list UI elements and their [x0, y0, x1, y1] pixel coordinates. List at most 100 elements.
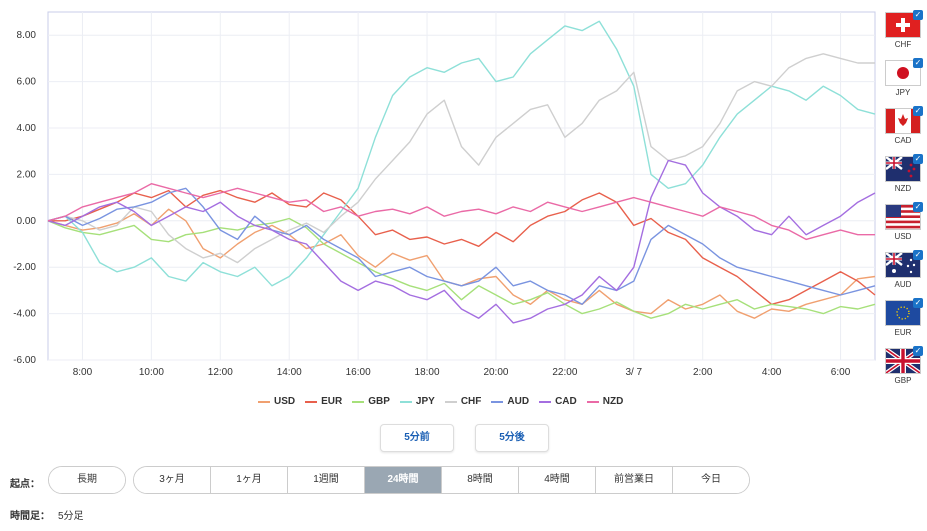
- y-tick-label: 2.00: [17, 169, 37, 180]
- series-line-aud: [47, 187, 876, 305]
- checkbox-checked-icon[interactable]: ✓: [913, 106, 923, 116]
- currency-code-label: EUR: [894, 328, 912, 337]
- legend-item-usd[interactable]: USD: [258, 396, 295, 407]
- line-chart: 8.00 6.00 4.00 2.00 0.00 -2.00 -4.00 -6.00 8:00…: [13, 11, 876, 378]
- currency-code-label: USD: [894, 232, 912, 241]
- legend-label: NZD: [602, 396, 624, 407]
- legend-label: CAD: [555, 396, 577, 407]
- checkbox-checked-icon[interactable]: ✓: [913, 154, 923, 164]
- x-tick-label: 8:00: [73, 367, 93, 378]
- period-button-6[interactable]: 前営業日: [596, 467, 673, 493]
- legend-item-chf[interactable]: CHF: [444, 396, 482, 407]
- eu-flag-icon: [885, 300, 921, 326]
- legend-swatch: [399, 400, 412, 403]
- x-tick-label: 6:00: [831, 367, 851, 378]
- y-tick-label: -4.00: [13, 309, 36, 320]
- series-line-nzd: [47, 182, 875, 241]
- x-tick-label: 4:00: [762, 367, 782, 378]
- period-group: 3ヶ月 1ヶ月 1週間 24時間 8時間 4時間 前営業日 今日: [133, 466, 750, 494]
- currency-code-label: AUD: [894, 280, 912, 289]
- x-axis: 8:00 10:00 12:00 14:00 16:00 18:00 20:00 22:00 3…: [73, 367, 851, 378]
- period-button-7[interactable]: 今日: [673, 467, 749, 493]
- period-button-5[interactable]: 4時間: [519, 467, 596, 493]
- series-line-jpy: [47, 20, 876, 287]
- series-line-cad: [47, 159, 876, 324]
- period-group-long: 長期: [48, 466, 126, 494]
- new-zealand-flag-icon: [885, 156, 921, 182]
- y-tick-label: -2.00: [13, 262, 36, 273]
- legend-swatch: [305, 400, 318, 403]
- prev-5min-button[interactable]: 5分前: [380, 424, 454, 452]
- currency-code-label: JPY: [895, 88, 911, 97]
- legend-label: EUR: [321, 396, 343, 407]
- y-tick-label: 8.00: [17, 30, 37, 41]
- period-button-4[interactable]: 8時間: [442, 467, 519, 493]
- legend-label: USD: [274, 396, 296, 407]
- y-tick-label: -6.00: [13, 355, 36, 366]
- timeframe-value: 5分足: [58, 511, 84, 522]
- legend-swatch: [491, 400, 504, 403]
- currency-toggle-aud[interactable]: ✓ AUD: [883, 250, 923, 296]
- legend-label: AUD: [507, 396, 530, 407]
- legend-swatch: [444, 400, 457, 403]
- currency-toggle-chf[interactable]: ✓ CHF: [883, 10, 923, 56]
- y-tick-label: 0.00: [17, 216, 37, 227]
- legend-item-gbp[interactable]: GBP: [352, 396, 390, 407]
- checkbox-checked-icon[interactable]: ✓: [913, 202, 923, 212]
- chart-series: [47, 20, 876, 324]
- legend-label: JPY: [415, 396, 435, 407]
- period-button-3[interactable]: 24時間: [365, 467, 442, 493]
- currency-code-label: CHF: [894, 40, 912, 49]
- checkbox-checked-icon[interactable]: ✓: [913, 298, 923, 308]
- x-tick-label: 10:00: [139, 367, 164, 378]
- legend-swatch: [352, 400, 365, 403]
- origin-label: 起点：: [10, 479, 40, 490]
- period-button-2[interactable]: 1週間: [288, 467, 365, 493]
- swiss-flag-icon: [885, 12, 921, 38]
- legend-item-cad[interactable]: CAD: [539, 396, 577, 407]
- currency-code-label: NZD: [894, 184, 912, 193]
- legend-item-nzd[interactable]: NZD: [586, 396, 624, 407]
- x-tick-label: 16:00: [346, 367, 371, 378]
- series-line-eur: [48, 189, 876, 305]
- legend-label: CHF: [460, 396, 482, 407]
- series-line-usd: [47, 208, 876, 319]
- period-button-0[interactable]: 3ヶ月: [134, 467, 211, 493]
- checkbox-checked-icon[interactable]: ✓: [913, 250, 923, 260]
- next-5min-button[interactable]: 5分後: [475, 424, 549, 452]
- currency-toggle-cad[interactable]: ✓ CAD: [883, 106, 923, 152]
- currency-toggle-jpy[interactable]: ✓ JPY: [883, 58, 923, 104]
- usa-flag-icon: [885, 204, 921, 230]
- currency-toggle-gbp[interactable]: ✓ GBP: [883, 346, 923, 392]
- period-button-long[interactable]: 長期: [49, 467, 125, 493]
- legend-swatch: [258, 400, 270, 403]
- currency-toggle-eur[interactable]: ✓ EUR: [883, 298, 923, 344]
- x-tick-label: 14:00: [277, 367, 302, 378]
- legend-label: GBP: [368, 396, 390, 407]
- x-tick-label: 2:00: [693, 367, 713, 378]
- legend-swatch: [539, 400, 552, 403]
- chart-legend: USD EUR GBP JPY CHF AUD CAD NZD: [258, 396, 623, 407]
- currency-code-label: GBP: [894, 376, 912, 385]
- legend-item-jpy[interactable]: JPY: [399, 396, 435, 407]
- legend-item-eur[interactable]: EUR: [305, 396, 342, 407]
- legend-swatch: [586, 400, 599, 403]
- y-tick-label: 4.00: [17, 123, 37, 134]
- y-tick-label: 6.00: [17, 77, 37, 88]
- x-tick-label: 12:00: [208, 367, 233, 378]
- checkbox-checked-icon[interactable]: ✓: [913, 346, 923, 356]
- checkbox-checked-icon[interactable]: ✓: [913, 10, 923, 20]
- series-line-chf: [47, 53, 875, 264]
- series-line-gbp: [47, 217, 876, 319]
- timeframe-label: 時間足：: [10, 511, 50, 522]
- x-tick-label: 3/ 7: [625, 367, 642, 378]
- checkbox-checked-icon[interactable]: ✓: [913, 58, 923, 68]
- currency-code-label: CAD: [894, 136, 912, 145]
- x-tick-label: 18:00: [415, 367, 440, 378]
- x-tick-label: 20:00: [483, 367, 508, 378]
- legend-item-aud[interactable]: AUD: [491, 396, 529, 407]
- period-button-1[interactable]: 1ヶ月: [211, 467, 288, 493]
- currency-toggle-usd[interactable]: ✓ USD: [883, 202, 923, 248]
- currency-toggle-nzd[interactable]: ✓ NZD: [883, 154, 923, 200]
- y-axis: 8.00 6.00 4.00 2.00 0.00 -2.00 -4.00 -6.00: [13, 30, 36, 366]
